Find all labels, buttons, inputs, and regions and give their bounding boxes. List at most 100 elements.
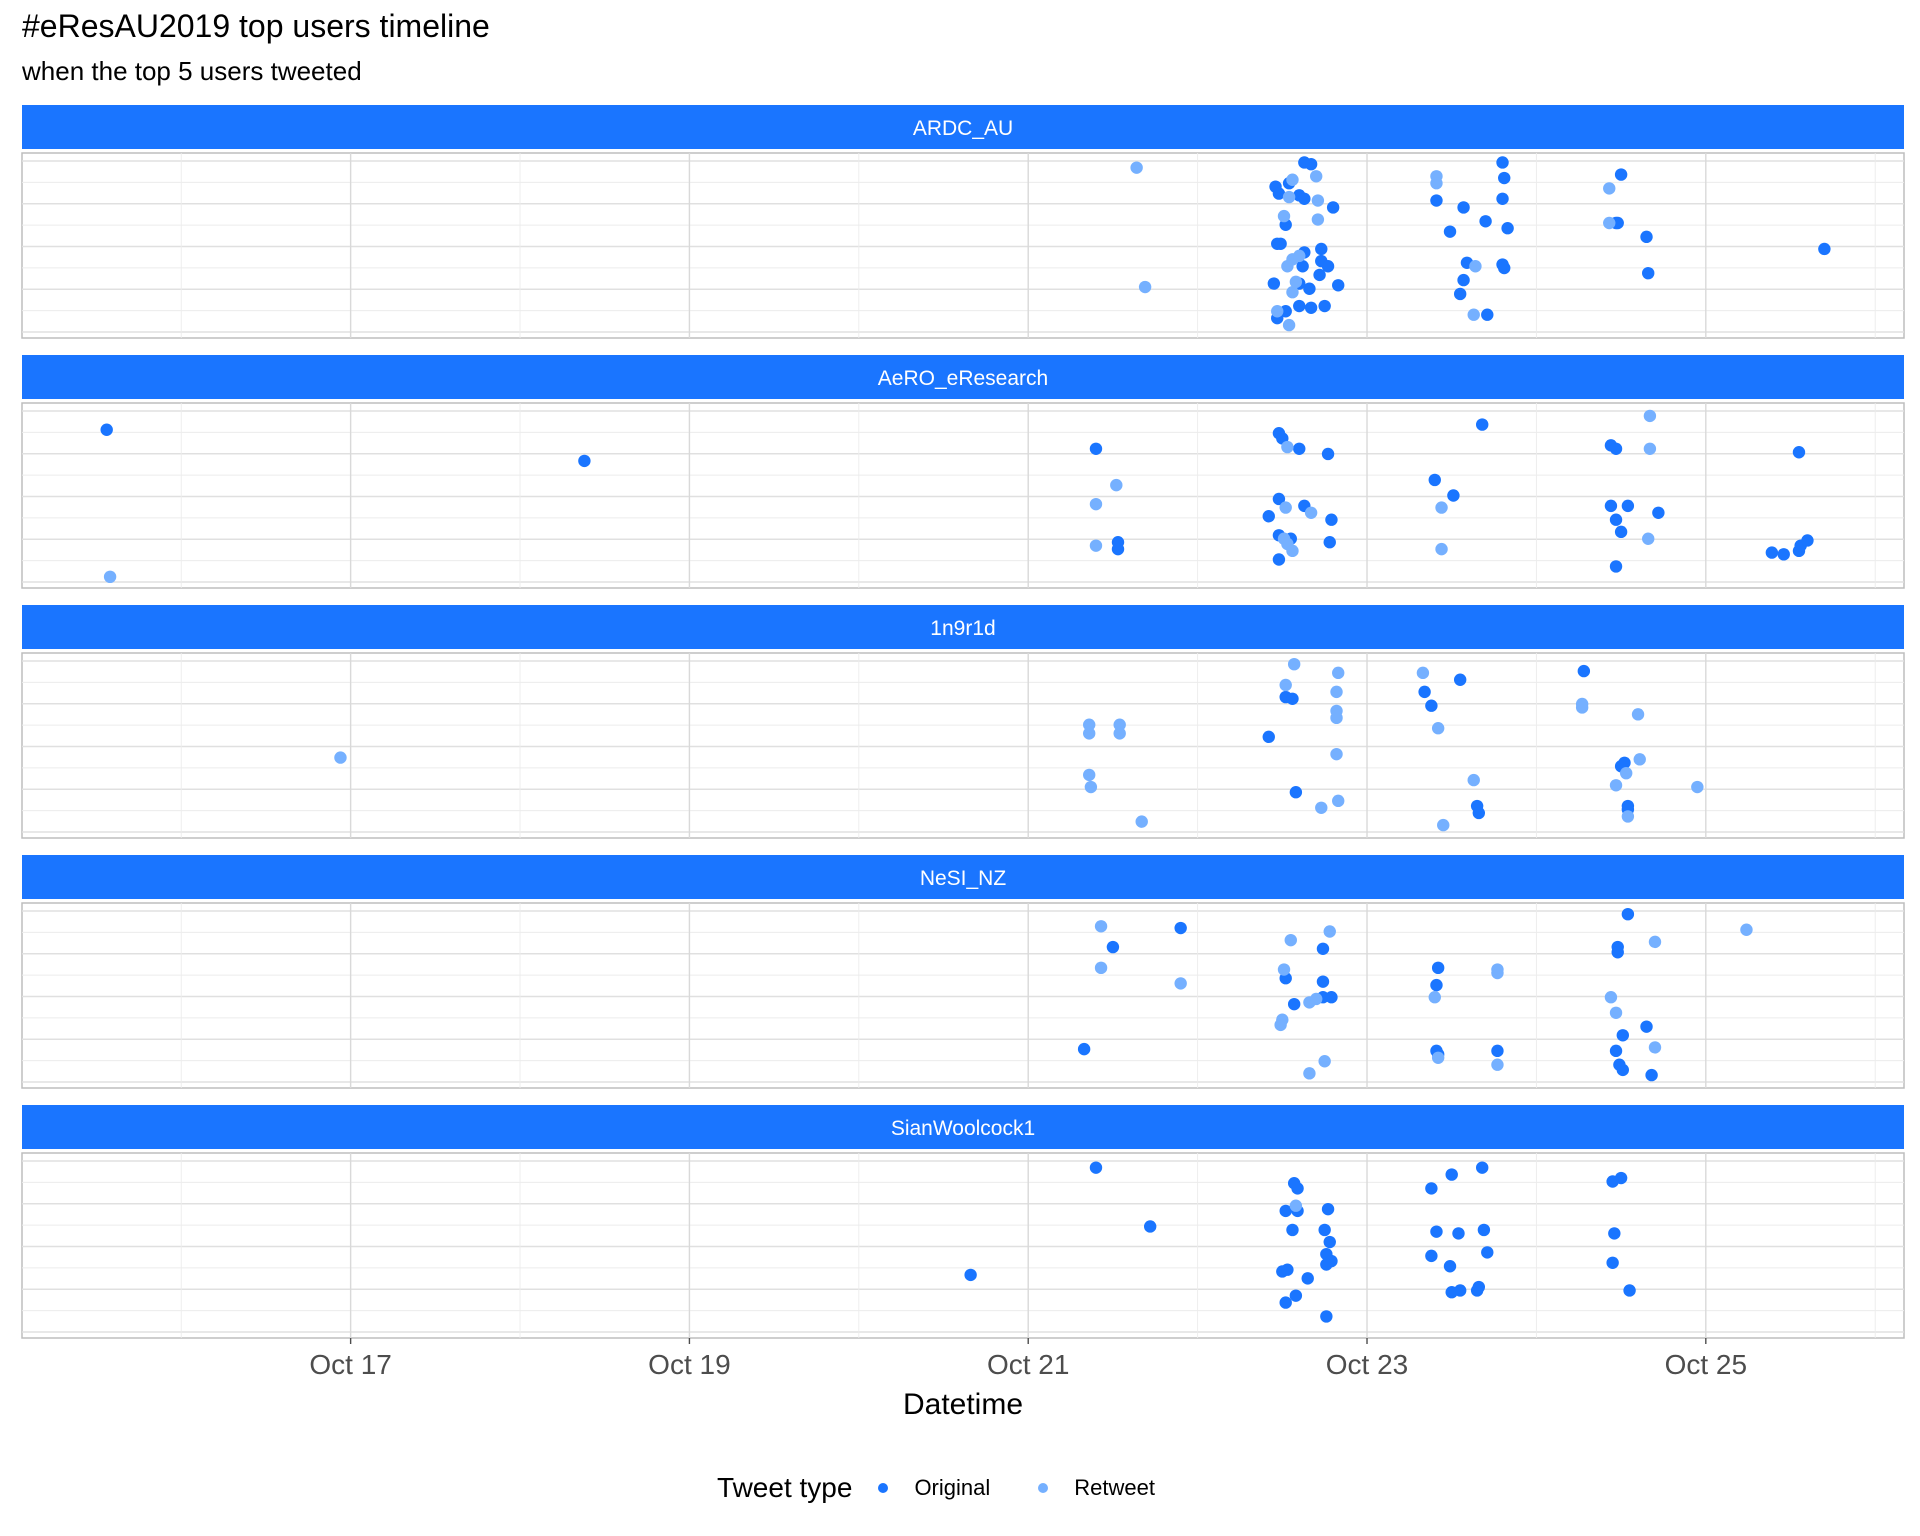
point-original	[1321, 1202, 1335, 1216]
point-retweet	[1318, 1055, 1331, 1068]
point-retweet	[1286, 173, 1299, 186]
point-retweet	[1284, 933, 1297, 947]
point-original	[1304, 301, 1318, 314]
point-original	[1320, 1310, 1333, 1323]
point-retweet	[1648, 935, 1662, 949]
legend-item-retweet: Retweet	[1038, 1475, 1155, 1501]
point-original	[1279, 305, 1292, 318]
point-original	[1652, 506, 1665, 519]
point-original	[1621, 907, 1635, 921]
point-retweet	[1084, 780, 1098, 794]
point-original	[1325, 513, 1338, 526]
point-retweet	[1435, 501, 1448, 514]
point-original	[1609, 560, 1623, 573]
point-original	[1640, 230, 1653, 244]
point-retweet	[1643, 442, 1657, 455]
point-retweet	[1330, 685, 1343, 699]
point-original	[1316, 975, 1330, 988]
point-retweet	[1631, 708, 1645, 721]
point-original	[1445, 1168, 1458, 1181]
point-original	[1491, 1044, 1504, 1058]
point-original	[1609, 1044, 1623, 1058]
point-original	[1614, 525, 1628, 539]
point-original	[1304, 157, 1318, 171]
point-original	[1287, 997, 1301, 1011]
point-retweet	[1435, 542, 1448, 556]
legend-item-original: Original	[878, 1475, 990, 1501]
point-retweet	[1740, 923, 1753, 936]
point-retweet	[1609, 1006, 1623, 1019]
point-original	[1326, 201, 1340, 214]
legend-label-retweet: Retweet	[1074, 1475, 1155, 1500]
point-retweet	[1293, 249, 1306, 263]
point-retweet	[1332, 794, 1345, 808]
point-retweet	[1431, 1051, 1445, 1064]
point-original	[1447, 489, 1460, 502]
x-axis-tick-label: Oct 17	[309, 1349, 391, 1380]
point-original	[1642, 266, 1655, 280]
point-retweet	[1174, 977, 1187, 990]
point-original	[1479, 215, 1492, 228]
point-original	[1818, 242, 1831, 256]
point-original	[1430, 194, 1443, 207]
point-original	[100, 423, 113, 436]
facet-strip-aero-eresearch	[22, 355, 1904, 399]
facet-panel-aero-eresearch	[21, 402, 1905, 589]
point-retweet	[1303, 1067, 1316, 1080]
point-retweet	[1271, 305, 1284, 318]
point-original	[1321, 260, 1335, 273]
point-retweet	[1469, 260, 1482, 273]
legend-title: Tweet type	[717, 1472, 853, 1503]
point-original	[1174, 921, 1187, 935]
point-original	[1425, 1249, 1438, 1263]
point-original	[1089, 442, 1103, 455]
point-original	[1501, 222, 1514, 235]
point-original	[1298, 192, 1311, 205]
point-original	[1604, 499, 1618, 513]
point-retweet	[1619, 766, 1633, 780]
point-retweet	[1311, 194, 1325, 207]
facet-strip-label-ardc-au: ARDC_AU	[913, 117, 1013, 140]
point-original	[1431, 961, 1445, 975]
point-original	[1315, 242, 1328, 256]
chart-title: #eResAU2019 top users timeline	[22, 8, 490, 44]
point-retweet	[1083, 768, 1096, 782]
point-original	[1430, 1225, 1443, 1238]
point-original	[1457, 201, 1470, 214]
point-retweet	[1467, 773, 1480, 787]
point-original	[1621, 499, 1635, 513]
facet-strip-label-1n9r1d: 1n9r1d	[930, 617, 995, 640]
point-retweet	[1315, 801, 1328, 814]
point-retweet	[1309, 170, 1323, 183]
point-retweet	[1289, 275, 1303, 289]
point-original	[1296, 260, 1309, 273]
point-original	[1623, 1284, 1636, 1297]
x-axis-title: Datetime	[903, 1388, 1023, 1421]
point-retweet	[1083, 727, 1096, 740]
point-original	[1577, 664, 1591, 678]
point-original	[1481, 308, 1494, 321]
point-original	[1320, 1258, 1333, 1271]
facet-panel-1n9r1d	[21, 652, 1905, 839]
point-original	[1272, 492, 1286, 506]
point-retweet	[1603, 182, 1616, 195]
point-retweet	[1575, 701, 1589, 714]
x-axis-tick-label: Oct 23	[1326, 1349, 1408, 1380]
point-retweet	[1135, 815, 1148, 828]
facet-panel-nesi-nz	[21, 902, 1905, 1089]
point-retweet	[1289, 1199, 1303, 1212]
facet-panel-ardc-au	[21, 152, 1905, 339]
point-original	[1313, 268, 1326, 282]
point-original	[1077, 1042, 1091, 1056]
point-original	[1609, 442, 1623, 455]
point-original	[1453, 287, 1467, 301]
point-original	[1323, 1235, 1336, 1249]
point-retweet	[1633, 753, 1646, 766]
point-original	[1286, 1223, 1299, 1237]
point-original	[1496, 156, 1509, 169]
point-retweet	[334, 751, 347, 764]
point-retweet	[1286, 286, 1299, 299]
facet-panel-sianwoolcock1	[21, 1152, 1905, 1339]
legend-label-original: Original	[914, 1475, 991, 1500]
point-original	[1274, 237, 1287, 250]
